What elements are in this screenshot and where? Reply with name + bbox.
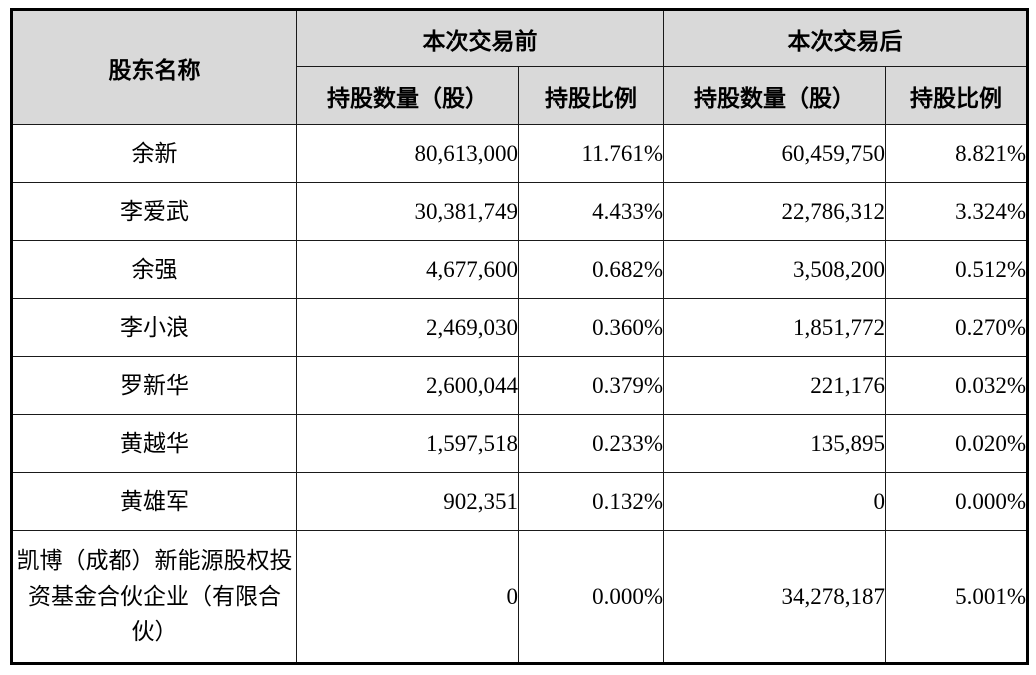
after-ratio-cell: 3.324% <box>885 182 1028 241</box>
shareholder-name-cell: 余强 <box>11 240 297 299</box>
table-row: 罗新华 2,600,044 0.379% 221,176 0.032% <box>11 356 1028 415</box>
after-ratio-cell: 0.270% <box>885 298 1028 357</box>
after-ratio-cell: 0.000% <box>885 472 1028 531</box>
after-ratio-cell: 0.512% <box>885 240 1028 299</box>
table-row: 黄雄军 902,351 0.132% 0 0.000% <box>11 472 1028 531</box>
header-before-share-ratio: 持股比例 <box>518 66 664 125</box>
table-row: 李小浪 2,469,030 0.360% 1,851,772 0.270% <box>11 298 1028 357</box>
after-quantity-cell: 22,786,312 <box>663 182 886 241</box>
after-quantity-cell: 135,895 <box>663 414 886 473</box>
after-quantity-cell: 1,851,772 <box>663 298 886 357</box>
header-after-share-quantity: 持股数量（股） <box>663 66 886 125</box>
header-group-after-transaction: 本次交易后 <box>663 9 1028 67</box>
table-row: 凯博（成都）新能源股权投资基金合伙企业（有限合伙） 0 0.000% 34,27… <box>11 530 1028 664</box>
table-row: 余强 4,677,600 0.682% 3,508,200 0.512% <box>11 240 1028 299</box>
after-ratio-cell: 0.020% <box>885 414 1028 473</box>
table-row: 黄越华 1,597,518 0.233% 135,895 0.020% <box>11 414 1028 473</box>
after-ratio-cell: 0.032% <box>885 356 1028 415</box>
shareholder-name-cell: 罗新华 <box>11 356 297 415</box>
before-quantity-cell: 80,613,000 <box>296 124 519 183</box>
before-ratio-cell: 11.761% <box>518 124 664 183</box>
after-quantity-cell: 34,278,187 <box>663 530 886 664</box>
table-row: 余新 80,613,000 11.761% 60,459,750 8.821% <box>11 124 1028 183</box>
before-ratio-cell: 0.132% <box>518 472 664 531</box>
before-ratio-cell: 0.000% <box>518 530 664 664</box>
before-quantity-cell: 30,381,749 <box>296 182 519 241</box>
shareholder-name-cell: 李爱武 <box>11 182 297 241</box>
shareholder-holdings-table: 股东名称 本次交易前 本次交易后 持股数量（股） 持股比例 持股数量（股） 持股… <box>10 8 1029 665</box>
before-quantity-cell: 4,677,600 <box>296 240 519 299</box>
before-ratio-cell: 0.682% <box>518 240 664 299</box>
shareholder-name-cell: 李小浪 <box>11 298 297 357</box>
before-quantity-cell: 902,351 <box>296 472 519 531</box>
before-quantity-cell: 0 <box>296 530 519 664</box>
before-quantity-cell: 2,600,044 <box>296 356 519 415</box>
after-quantity-cell: 221,176 <box>663 356 886 415</box>
before-ratio-cell: 0.360% <box>518 298 664 357</box>
table-row: 李爱武 30,381,749 4.433% 22,786,312 3.324% <box>11 182 1028 241</box>
after-quantity-cell: 3,508,200 <box>663 240 886 299</box>
after-quantity-cell: 60,459,750 <box>663 124 886 183</box>
shareholder-name-cell: 黄越华 <box>11 414 297 473</box>
header-group-before-transaction: 本次交易前 <box>296 9 664 67</box>
before-quantity-cell: 2,469,030 <box>296 298 519 357</box>
before-quantity-cell: 1,597,518 <box>296 414 519 473</box>
header-shareholder-name: 股东名称 <box>11 9 297 125</box>
header-before-share-quantity: 持股数量（股） <box>296 66 519 125</box>
after-quantity-cell: 0 <box>663 472 886 531</box>
after-ratio-cell: 8.821% <box>885 124 1028 183</box>
after-ratio-cell: 5.001% <box>885 530 1028 664</box>
before-ratio-cell: 0.379% <box>518 356 664 415</box>
before-ratio-cell: 0.233% <box>518 414 664 473</box>
shareholder-name-cell: 余新 <box>11 124 297 183</box>
shareholder-name-cell: 黄雄军 <box>11 472 297 531</box>
header-after-share-ratio: 持股比例 <box>885 66 1028 125</box>
shareholder-name-cell: 凯博（成都）新能源股权投资基金合伙企业（有限合伙） <box>11 530 297 664</box>
before-ratio-cell: 4.433% <box>518 182 664 241</box>
